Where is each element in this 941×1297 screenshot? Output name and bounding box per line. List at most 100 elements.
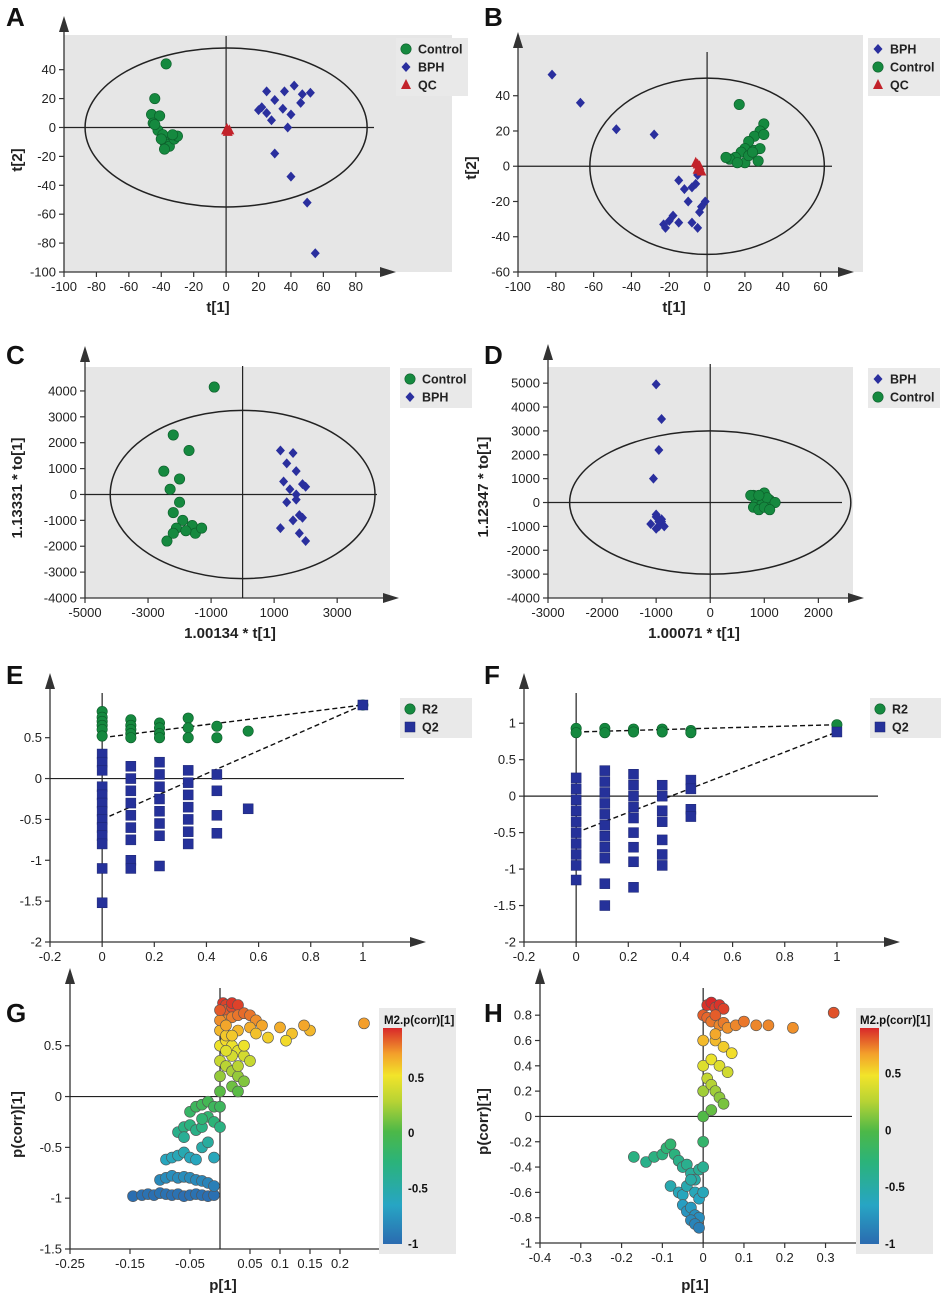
data-point — [254, 105, 264, 116]
y-tick-label: 0.6 — [514, 1033, 532, 1048]
legend-marker — [400, 43, 412, 55]
x-axis-arrow — [884, 937, 900, 947]
y-axis-label: 1.13331 * to[1] — [9, 438, 26, 539]
data-point — [599, 776, 611, 787]
series-control — [745, 487, 781, 516]
confidence-ellipse — [84, 47, 368, 208]
series-control — [146, 58, 183, 155]
data-point — [286, 171, 296, 182]
data-point — [154, 805, 165, 817]
data-point — [570, 827, 582, 838]
data-point — [697, 1110, 709, 1123]
y-tick-label: -40 — [37, 178, 56, 193]
colorbar-tick-label: 0.5 — [408, 1073, 425, 1085]
y-tick-label: -60 — [491, 265, 510, 280]
legend-label: BPH — [422, 391, 448, 405]
data-point — [656, 849, 668, 860]
data-point — [182, 712, 194, 724]
data-point — [282, 458, 292, 469]
x-tick-label: -5000 — [68, 605, 101, 620]
data-point — [628, 841, 639, 853]
data-point — [221, 122, 232, 133]
data-point — [301, 536, 311, 547]
data-point — [294, 528, 304, 539]
panel-c: C -5000 -3000 -1000 1000 3000 -4000 -3000 -2000 -… — [6, 340, 472, 642]
legend-marker — [873, 44, 883, 54]
x-tick-label: 1000 — [260, 605, 289, 620]
data-point — [211, 810, 223, 821]
y-tick-label: -0.5 — [494, 825, 516, 840]
y-tick-label: 0.2 — [514, 1084, 532, 1099]
data-point — [154, 818, 165, 829]
data-point — [762, 1019, 775, 1032]
x-tick-label: -3000 — [531, 605, 564, 620]
data-point — [648, 473, 658, 484]
y-tick-label: 0 — [49, 120, 56, 135]
data-point — [214, 1070, 226, 1083]
x-tick-label: 0.8 — [302, 949, 320, 964]
x-tick-label: 0.3 — [816, 1250, 834, 1265]
data-point — [310, 248, 320, 259]
data-point — [154, 830, 165, 842]
legend: BPH Control QC — [868, 38, 940, 96]
y-tick-label: 0.8 — [514, 1008, 532, 1023]
series-control — [158, 381, 220, 547]
y-tick-label: 1000 — [48, 461, 77, 476]
x-tick-label: -0.3 — [570, 1250, 592, 1265]
panel-g: G -0.25 -0.15 -0.05 0.05 0.1 0.15 0.2 -1.5 -1 -0.5… — [6, 968, 456, 1294]
data-point — [167, 129, 179, 141]
legend-label: Control — [890, 391, 934, 405]
x-axis-label: p[1] — [681, 1277, 709, 1294]
data-point — [177, 514, 189, 526]
data-point — [159, 143, 171, 155]
data-point — [125, 797, 137, 809]
data-point — [275, 445, 285, 456]
x-tick-label: -0.4 — [529, 1250, 551, 1265]
data-point — [226, 1029, 238, 1042]
data-point — [628, 827, 639, 838]
x-tick-label: -0.05 — [175, 1256, 205, 1271]
legend-label: QC — [890, 79, 909, 93]
data-point — [182, 826, 194, 837]
data-point — [570, 783, 582, 795]
axes — [84, 356, 389, 599]
data-point — [649, 129, 659, 140]
y-tick-label: 2000 — [48, 435, 77, 450]
data-point — [570, 874, 582, 886]
x-axis-arrow — [410, 937, 426, 947]
y-tick-label: -4000 — [44, 591, 77, 606]
data-point — [827, 1006, 840, 1019]
y-tick-label: 0 — [55, 1089, 62, 1104]
data-point — [154, 110, 166, 122]
y-tick-label: -2 — [504, 935, 516, 950]
x-tick-label: 80 — [349, 279, 363, 294]
data-point — [232, 1060, 244, 1072]
data-point — [289, 80, 299, 91]
data-point — [275, 523, 285, 534]
data-point — [288, 448, 298, 459]
y-tick-label: 0 — [525, 1109, 532, 1124]
y-tick-label: -40 — [491, 229, 510, 244]
y-tick-label: -1 — [504, 862, 516, 877]
data-point — [725, 1047, 738, 1059]
data-point — [679, 184, 689, 195]
data-point — [125, 732, 137, 744]
legend-label: Q2 — [422, 721, 439, 735]
y-axis-label: t[2] — [9, 148, 26, 171]
series-qc — [690, 156, 707, 176]
trend-line-r2 — [102, 704, 363, 739]
plot-background — [64, 35, 452, 272]
data-point — [154, 756, 165, 768]
legend: Control BPH QC — [396, 38, 468, 96]
data-point — [570, 849, 582, 860]
data-point — [298, 512, 307, 523]
y-tick-label: -0.4 — [510, 1160, 532, 1175]
data-point — [570, 794, 582, 806]
data-point — [599, 820, 611, 831]
trend-line-q2 — [101, 704, 364, 821]
series-control — [720, 99, 770, 169]
y-tick-label: 0 — [509, 789, 516, 804]
y-tick-label: -2000 — [44, 539, 77, 554]
